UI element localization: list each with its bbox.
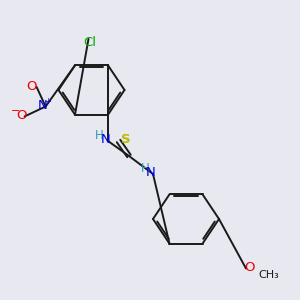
Text: S: S bbox=[121, 133, 131, 146]
Text: N: N bbox=[38, 99, 47, 112]
Text: O: O bbox=[16, 109, 26, 122]
Text: N: N bbox=[101, 133, 110, 146]
Text: O: O bbox=[244, 261, 255, 274]
Text: N: N bbox=[146, 166, 155, 179]
Text: O: O bbox=[26, 80, 37, 93]
Text: Cl: Cl bbox=[83, 35, 97, 49]
Text: −: − bbox=[11, 106, 20, 116]
Text: H: H bbox=[95, 129, 104, 142]
Text: H: H bbox=[141, 162, 150, 175]
Text: +: + bbox=[44, 97, 50, 106]
Text: CH₃: CH₃ bbox=[258, 269, 279, 280]
